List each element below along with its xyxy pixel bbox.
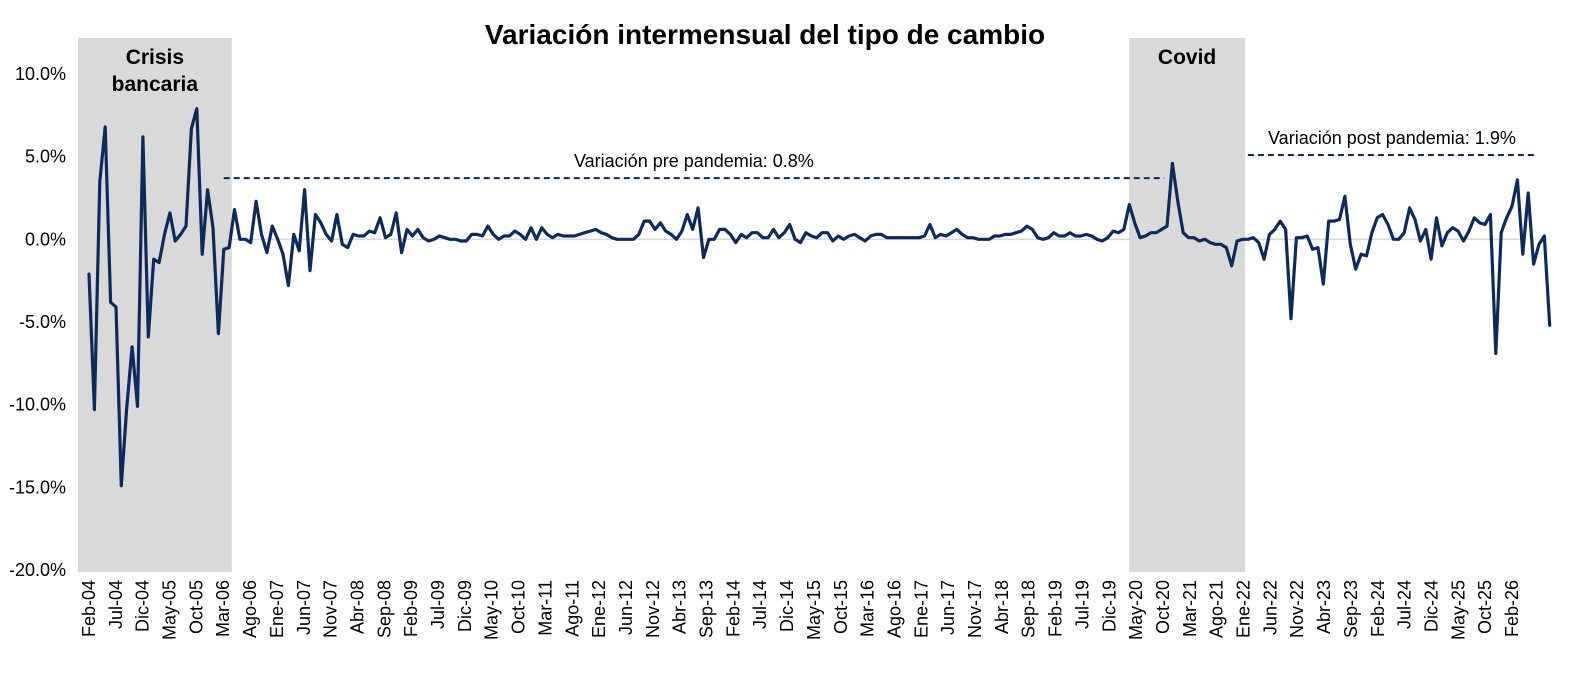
x-tick-label: Jul-09 (428, 580, 448, 629)
x-tick-label: Oct-20 (1153, 580, 1173, 634)
x-tick-label: Ene-17 (911, 580, 931, 638)
x-tick-label: Feb-24 (1368, 580, 1388, 637)
x-tick-label: Jul-04 (106, 580, 126, 629)
x-tick-label: Feb-26 (1502, 580, 1522, 637)
y-tick-label: -10.0% (9, 395, 66, 415)
x-tick-label: Jun-22 (1260, 580, 1280, 635)
shaded-periods: Crisis bancaria Covid (78, 38, 1246, 572)
chart-title: Variación intermensual del tipo de cambi… (485, 19, 1045, 50)
x-tick-label: Nov-07 (321, 580, 341, 638)
reference-lines: Variación pre pandemia: 0.8% Variación po… (223, 128, 1536, 180)
x-tick-label: Sep-23 (1341, 580, 1361, 638)
y-tick-label: -15.0% (9, 477, 66, 497)
x-tick-label: Ago-06 (240, 580, 260, 638)
series-line-1 (87, 107, 1552, 488)
shaded-region-label: bancaria (112, 73, 199, 96)
average-line-label: Variación pre pandemia: 0.8% (574, 151, 814, 171)
x-tick-label: Jun-07 (294, 580, 314, 635)
x-tick-label: Nov-22 (1287, 580, 1307, 638)
x-tick-label: Dic-09 (455, 580, 475, 632)
x-tick-label: May-05 (160, 580, 180, 640)
x-tick-label: Ene-22 (1234, 580, 1254, 638)
x-tick-label: May-10 (482, 580, 502, 640)
shaded-region-1 (78, 38, 232, 572)
x-tick-label: Abr-23 (1314, 580, 1334, 634)
x-tick-label: Ene-12 (589, 580, 609, 638)
series-layer (87, 107, 1552, 488)
y-tick-label: 0.0% (25, 229, 66, 249)
x-tick-label: Jul-19 (1072, 580, 1092, 629)
x-tick-label: Nov-17 (965, 580, 985, 638)
x-tick-label: Dic-04 (133, 580, 153, 632)
x-tick-label: Oct-15 (831, 580, 851, 634)
y-tick-label: 10.0% (15, 64, 66, 84)
x-tick-label: Oct-10 (509, 580, 529, 634)
x-tick-label: Oct-25 (1475, 580, 1495, 634)
x-tick-label: May-20 (1126, 580, 1146, 640)
x-tick-label: Ago-11 (562, 580, 582, 637)
x-tick-label: Dic-24 (1421, 580, 1441, 632)
shaded-region-label: Covid (1158, 46, 1216, 69)
shaded-region-label: Crisis (126, 46, 184, 69)
y-tick-label: 5.0% (25, 147, 66, 167)
x-tick-label: Jun-17 (938, 580, 958, 635)
x-tick-label: Mar-21 (1180, 580, 1200, 637)
x-tick-label: Jul-14 (750, 580, 770, 629)
x-tick-label: Jul-24 (1395, 580, 1415, 629)
x-tick-label: Mar-06 (213, 580, 233, 637)
x-tick-label: May-25 (1448, 580, 1468, 640)
x-tick-label: May-15 (804, 580, 824, 640)
x-tick-label: Mar-11 (535, 580, 555, 636)
x-tick-label: Ago-16 (884, 580, 904, 638)
x-tick-label: Ago-21 (1207, 580, 1227, 638)
x-tick-label: Sep-13 (697, 580, 717, 638)
x-tick-label: Abr-13 (670, 580, 690, 634)
x-tick-label: Dic-14 (777, 580, 797, 632)
y-tick-label: -5.0% (19, 312, 66, 332)
x-tick-label: Jun-12 (616, 580, 636, 635)
x-tick-label: Feb-14 (723, 580, 743, 637)
x-tick-label: Mar-16 (858, 580, 878, 637)
x-tick-label: Feb-19 (1046, 580, 1066, 637)
x-tick-label: Abr-18 (992, 580, 1012, 634)
x-tick-label: Abr-08 (347, 580, 367, 634)
x-tick-label: Nov-12 (643, 580, 663, 638)
y-tick-label: -20.0% (9, 560, 66, 580)
x-tick-label: Sep-18 (1019, 580, 1039, 638)
x-tick-label: Feb-09 (401, 580, 421, 637)
x-tick-label: Oct-05 (186, 580, 206, 634)
x-tick-label: Sep-08 (374, 580, 394, 638)
x-tick-label: Feb-04 (79, 580, 99, 637)
average-line-label: Variación post pandemia: 1.9% (1268, 128, 1516, 148)
y-axis: 10.0% 5.0% 0.0% -5.0% -10.0% -15.0% -20.0% (9, 64, 66, 580)
x-tick-label: Ene-07 (267, 580, 287, 638)
shaded-region-2 (1129, 38, 1246, 572)
x-axis: Feb-04 Jul-04 Dic-04 May-05 Oct-05 Mar-06 Ago-… (79, 580, 1522, 640)
x-tick-label: Dic-19 (1099, 580, 1119, 632)
